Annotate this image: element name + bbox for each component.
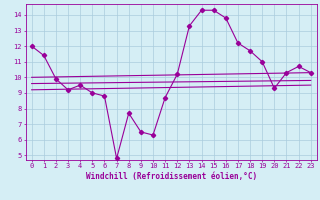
X-axis label: Windchill (Refroidissement éolien,°C): Windchill (Refroidissement éolien,°C) bbox=[86, 172, 257, 181]
